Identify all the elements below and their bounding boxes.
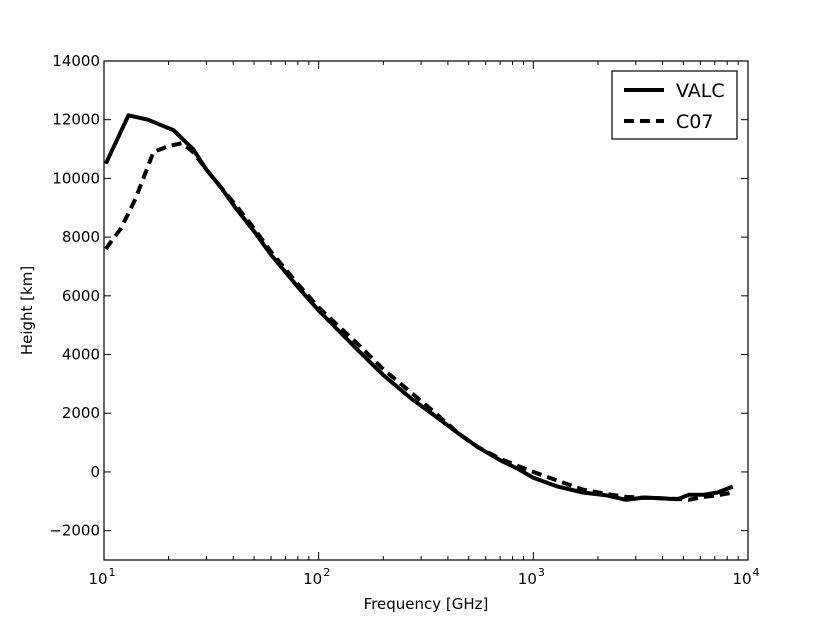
legend-box xyxy=(611,70,738,140)
y-tick-label: 0 xyxy=(90,463,100,481)
y-tick-label: 8000 xyxy=(62,228,100,246)
legend-label-valc: VALC xyxy=(676,80,725,102)
y-tick-label: 2000 xyxy=(62,404,100,422)
legend-label-c07: C07 xyxy=(676,111,713,133)
legend: VALC C07 xyxy=(611,70,738,140)
y-tick-label: 12000 xyxy=(52,111,100,129)
y-tick-label: −2000 xyxy=(49,522,100,540)
y-axis-title: Height [km] xyxy=(18,266,36,355)
x-axis-title: Frequency [GHz] xyxy=(364,595,489,613)
x-tick-label: 104 xyxy=(732,566,759,588)
y-tick-label: 10000 xyxy=(52,169,100,187)
y-tick-label: 4000 xyxy=(62,346,100,364)
series-line-c07 xyxy=(104,141,734,502)
x-tick-label: 102 xyxy=(303,566,330,588)
y-tick-label: 14000 xyxy=(52,52,100,70)
series-layer xyxy=(103,113,734,502)
x-tick-label: 101 xyxy=(88,566,115,588)
ticks-layer: −2000 0 2000 4000 6000 8000 10000 12000 14000 101… xyxy=(49,52,759,588)
series-line-valc xyxy=(103,113,734,502)
y-tick-label: 6000 xyxy=(62,287,100,305)
x-tick-label: 103 xyxy=(518,566,545,588)
plot-area-frame xyxy=(103,60,749,561)
